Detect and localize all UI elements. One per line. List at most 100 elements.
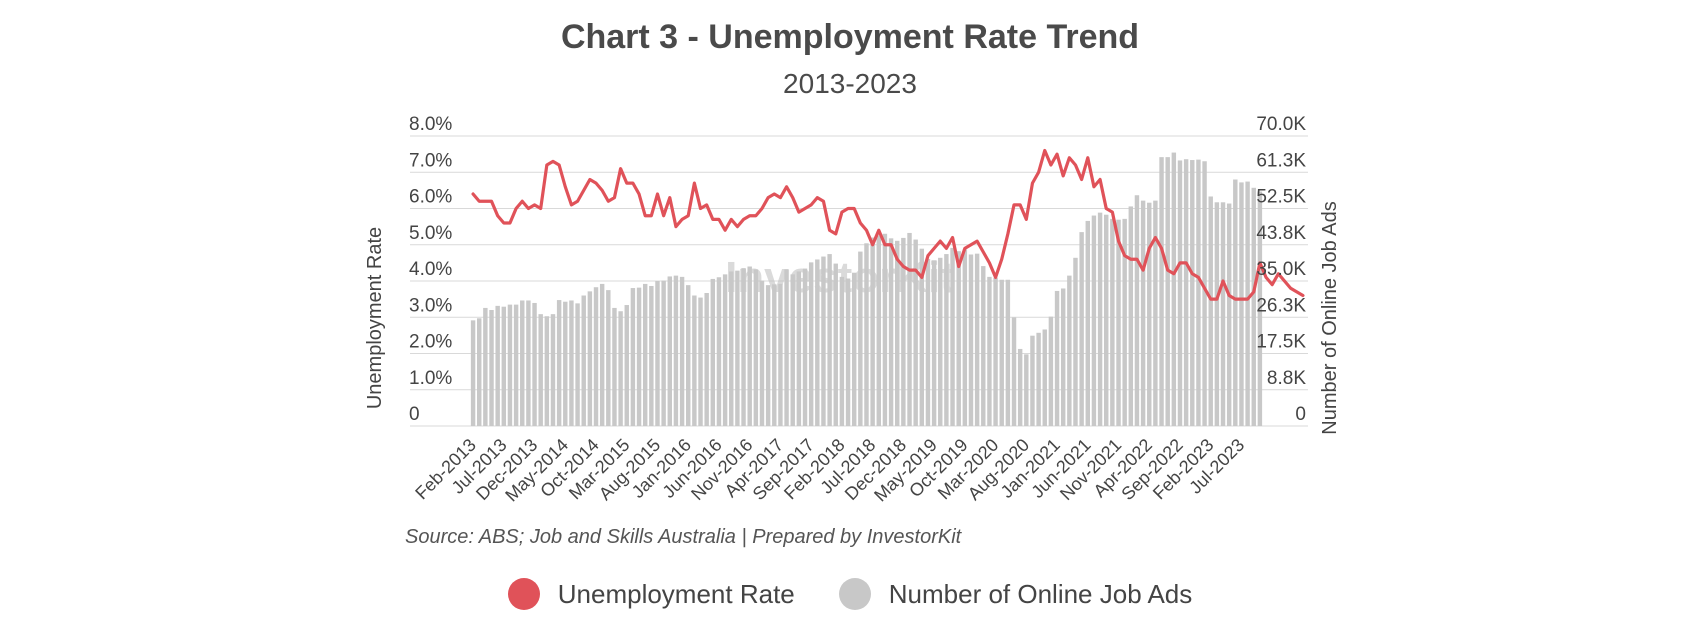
y-left-tick-label: 2.0% xyxy=(409,332,452,353)
unemployment-line-layer xyxy=(471,148,1305,301)
job-ads-bar xyxy=(1171,152,1177,426)
job-ads-bar xyxy=(747,266,752,426)
job-ads-bar xyxy=(1110,218,1115,426)
job-ads-bar xyxy=(753,269,759,426)
job-ads-bar xyxy=(1208,196,1213,426)
job-ads-bar xyxy=(1011,317,1017,426)
y-left-tick-label: 8.0% xyxy=(409,114,452,135)
job-ads-bar xyxy=(858,251,863,426)
job-ads-bar xyxy=(612,307,617,426)
job-ads-bar xyxy=(1054,290,1060,426)
legend-label-unemployment: Unemployment Rate xyxy=(557,578,795,609)
job-ads-bar xyxy=(1153,200,1158,426)
legend-item-unemployment[interactable]: Unemployment Rate xyxy=(507,578,795,610)
y-left-tick-label: 3.0% xyxy=(409,295,452,316)
job-ads-bar xyxy=(1104,214,1109,426)
job-ads-bar xyxy=(686,285,691,426)
y-axis-left-label: Unemployment Rate xyxy=(364,227,386,409)
job-ads-bar xyxy=(864,243,869,426)
job-ads-bar xyxy=(1245,181,1250,426)
job-ads-bar xyxy=(630,288,636,426)
y-left-tick-label: 0 xyxy=(409,404,420,425)
job-ads-bar xyxy=(1005,279,1011,426)
y-left-tick-label: 1.0% xyxy=(409,368,452,389)
job-ads-bar xyxy=(925,259,931,426)
job-ads-bar xyxy=(1073,257,1078,426)
job-ads-bar xyxy=(1220,202,1226,426)
job-ads-bar xyxy=(956,251,961,426)
job-ads-bar xyxy=(729,271,734,426)
job-ads-bar xyxy=(808,262,814,426)
job-ads-bar xyxy=(544,316,550,426)
job-ads-bar xyxy=(470,320,476,426)
source-note: Source: ABS; Job and Skills Australia | … xyxy=(405,526,962,548)
job-ads-bar xyxy=(981,266,986,426)
job-ads-bar xyxy=(477,318,482,426)
y-left-tick-label: 6.0% xyxy=(409,187,452,208)
job-ads-bar xyxy=(507,304,513,426)
job-ads-bar xyxy=(895,240,900,426)
job-ads-bar xyxy=(845,278,851,426)
job-ads-bar xyxy=(1128,206,1134,426)
job-ads-bar xyxy=(882,233,888,426)
job-ads-bar xyxy=(1147,202,1152,426)
job-ads-bar xyxy=(1202,161,1207,426)
job-ads-bar xyxy=(722,274,728,426)
job-ads-bar xyxy=(1079,232,1084,426)
legend-swatch-unemployment xyxy=(507,578,540,610)
job-ads-bar xyxy=(784,269,789,426)
job-ads-bar xyxy=(556,300,562,426)
job-ads-bar xyxy=(593,287,599,426)
job-ads-bar xyxy=(1116,219,1121,426)
job-ads-bar xyxy=(974,253,980,426)
job-ads-bar xyxy=(765,285,771,426)
x-axis-ticks: Feb-2013Jul-2013Dec-2013May-2014Oct-2014… xyxy=(411,435,1248,506)
job-ads-bar xyxy=(1097,212,1103,426)
job-ads-bar xyxy=(532,302,537,426)
job-ads-bar xyxy=(1165,157,1170,426)
job-ads-bar xyxy=(931,260,937,426)
job-ads-bar xyxy=(1177,160,1183,426)
y-left-tick-label: 4.0% xyxy=(409,259,452,280)
job-ads-bar xyxy=(968,254,974,426)
job-ads-bar xyxy=(796,271,802,426)
job-ads-bar xyxy=(587,291,593,426)
job-ads-bar xyxy=(606,290,611,426)
job-ads-bar xyxy=(1226,203,1232,426)
job-ads-bar xyxy=(833,263,838,426)
job-ads-bar xyxy=(802,268,808,426)
job-ads-bar xyxy=(661,280,666,426)
job-ads-bar xyxy=(1214,202,1220,426)
job-ads-bar xyxy=(735,270,740,426)
job-ads-bar xyxy=(1091,215,1097,426)
job-ads-bar xyxy=(569,300,574,426)
job-ads-bar xyxy=(962,249,968,426)
job-ads-bar xyxy=(575,303,580,426)
job-ads-bar xyxy=(1060,288,1066,426)
job-ads-bar xyxy=(1036,332,1041,426)
job-ads-bar xyxy=(1239,182,1244,426)
legend: Unemployment Rate Number of Online Job A… xyxy=(0,578,1700,610)
job-ads-bar xyxy=(839,276,845,426)
job-ads-bar xyxy=(710,278,716,426)
job-ads-bar xyxy=(778,283,783,426)
job-ads-bar xyxy=(692,295,697,426)
job-ads-bar xyxy=(1134,195,1140,426)
y-right-tick-label: 52.5K xyxy=(1256,187,1306,208)
job-ads-bar xyxy=(563,301,568,426)
job-ads-bar xyxy=(655,281,660,426)
job-ads-bar xyxy=(815,259,820,426)
legend-swatch-job-ads xyxy=(838,578,871,610)
y-right-tick-label: 70.0K xyxy=(1256,114,1306,135)
y-right-tick-label: 0 xyxy=(1295,404,1306,425)
job-ads-bar xyxy=(1017,348,1023,426)
job-ads-bar xyxy=(913,239,918,426)
legend-label-job-ads: Number of Online Job Ads xyxy=(888,578,1193,609)
job-ads-bar xyxy=(1042,329,1047,426)
y-left-tick-label: 7.0% xyxy=(409,150,452,171)
job-ads-bar xyxy=(624,305,629,426)
job-ads-bars xyxy=(470,152,1263,427)
job-ads-bar xyxy=(907,232,912,426)
job-ads-bar xyxy=(526,300,531,426)
legend-item-job-ads[interactable]: Number of Online Job Ads xyxy=(838,578,1193,610)
